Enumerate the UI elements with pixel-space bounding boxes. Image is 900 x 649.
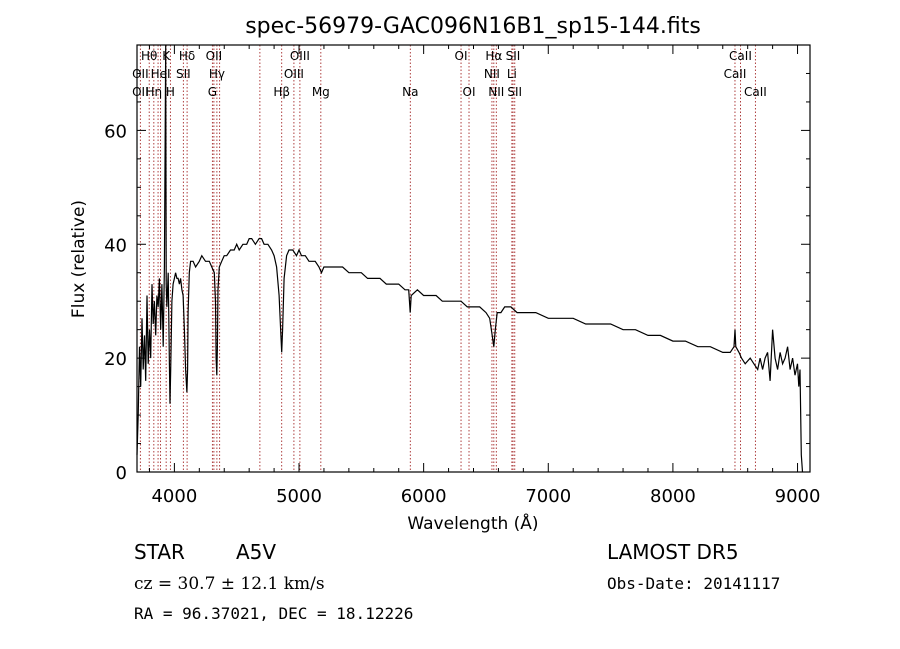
line-label: CaII (724, 67, 747, 81)
x-tick-label: 4000 (151, 486, 197, 507)
observation-date: Obs-Date: 20141117 (607, 574, 780, 593)
line-label: G (208, 85, 217, 99)
x-axis-label: Wavelength (Å) (407, 512, 538, 534)
line-label: Hβ (273, 85, 290, 99)
x-tick-label: 9000 (775, 486, 821, 507)
line-label: Mg (312, 85, 330, 99)
line-label: CaII (744, 85, 767, 99)
line-label: SII (507, 85, 522, 99)
y-tick-label: 0 (116, 463, 127, 484)
line-label: SII (176, 67, 191, 81)
line-label: Hδ (179, 49, 195, 63)
chart-title: spec-56979-GAC096N16B1_sp15-144.fits (245, 14, 701, 39)
line-label: Hα (485, 49, 502, 63)
object-subclass: A5V (236, 540, 276, 564)
line-label: HeI (151, 67, 171, 81)
line-label: H (166, 85, 175, 99)
x-tick-label: 7000 (525, 486, 571, 507)
spectral-line-marks (139, 45, 756, 472)
y-tick-label: 40 (104, 235, 127, 256)
line-label: K (162, 49, 171, 63)
line-label: Na (402, 85, 418, 99)
line-label: NII (484, 67, 500, 81)
x-tick-label: 6000 (401, 486, 447, 507)
line-label: OII (206, 49, 223, 63)
y-axis-ticks: 0 20 40 60 (104, 72, 810, 484)
survey-name: LAMOST DR5 (607, 540, 739, 564)
line-label: SII (506, 49, 521, 63)
line-label: NII (488, 85, 504, 99)
x-axis-ticks: 4000 5000 6000 7000 8000 9000 (148, 45, 821, 507)
x-tick-label: 8000 (650, 486, 696, 507)
line-label: Hη (146, 85, 163, 99)
line-label: OIII (290, 49, 310, 63)
line-label: OIII (284, 67, 304, 81)
line-label: OII (132, 67, 149, 81)
line-label: OI (463, 85, 476, 99)
x-tick-label: 5000 (276, 486, 322, 507)
sky-coordinates: RA = 96.37021, DEC = 18.12226 (134, 604, 413, 623)
line-label: Hθ (141, 49, 157, 63)
line-label: CaII (729, 49, 752, 63)
line-label: Li (507, 67, 517, 81)
plot-frame (136, 44, 811, 473)
line-label: Hγ (209, 67, 225, 81)
y-tick-label: 20 (104, 349, 127, 370)
spectrum-line (136, 44, 804, 473)
line-label: OI (455, 49, 468, 63)
y-axis-label: Flux (relative) (69, 200, 89, 318)
line-label: OII (132, 85, 149, 99)
redshift-velocity: cz = 30.7 ± 12.1 km/s (134, 574, 325, 594)
object-class: STAR (134, 540, 185, 564)
y-tick-label: 60 (104, 121, 127, 142)
